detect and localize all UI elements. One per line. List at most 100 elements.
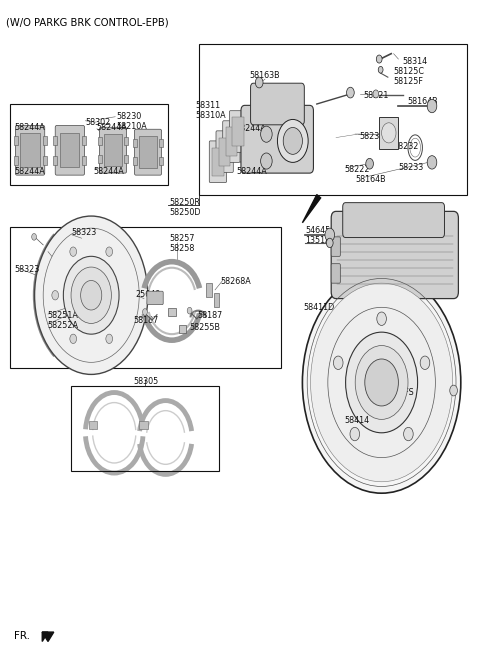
Bar xyxy=(104,134,122,166)
Text: 58222: 58222 xyxy=(345,164,370,174)
Text: 58125C: 58125C xyxy=(394,67,425,76)
Circle shape xyxy=(365,359,398,406)
Bar xyxy=(43,156,47,164)
Bar xyxy=(83,156,86,164)
Text: 58250D: 58250D xyxy=(169,208,201,217)
FancyBboxPatch shape xyxy=(216,131,233,172)
Bar xyxy=(71,386,219,471)
Circle shape xyxy=(302,272,461,493)
Circle shape xyxy=(81,280,102,310)
Text: FR.: FR. xyxy=(14,631,30,641)
Circle shape xyxy=(373,90,379,98)
Text: 58221: 58221 xyxy=(364,91,389,101)
Bar xyxy=(226,127,237,156)
Text: 58244A: 58244A xyxy=(236,166,267,176)
FancyBboxPatch shape xyxy=(251,83,304,125)
Circle shape xyxy=(450,385,457,396)
Bar xyxy=(212,148,224,176)
Circle shape xyxy=(283,127,302,154)
Text: 58250R: 58250R xyxy=(169,198,200,207)
Text: 58244A: 58244A xyxy=(14,123,45,132)
Text: 58411D: 58411D xyxy=(303,303,335,312)
FancyBboxPatch shape xyxy=(331,237,340,256)
Text: 58257: 58257 xyxy=(169,234,194,243)
Text: 1351AA: 1351AA xyxy=(305,236,336,245)
Circle shape xyxy=(420,356,430,370)
Text: 58164B: 58164B xyxy=(355,174,386,184)
Polygon shape xyxy=(42,632,48,641)
Bar xyxy=(133,158,137,165)
FancyBboxPatch shape xyxy=(331,211,458,299)
Circle shape xyxy=(366,158,373,169)
Circle shape xyxy=(350,427,360,441)
Bar xyxy=(232,117,244,146)
Circle shape xyxy=(71,267,111,323)
FancyBboxPatch shape xyxy=(331,264,340,283)
Bar xyxy=(43,136,47,145)
Circle shape xyxy=(106,247,112,256)
Circle shape xyxy=(106,334,112,344)
Bar xyxy=(379,117,398,149)
FancyBboxPatch shape xyxy=(99,127,127,173)
Circle shape xyxy=(325,228,335,242)
Bar xyxy=(98,156,102,163)
Circle shape xyxy=(311,283,453,482)
Bar xyxy=(139,136,157,168)
FancyBboxPatch shape xyxy=(55,125,84,175)
Text: 58163B: 58163B xyxy=(250,71,280,81)
Text: 58244A: 58244A xyxy=(94,166,124,176)
Circle shape xyxy=(377,312,386,325)
Circle shape xyxy=(334,356,343,370)
Circle shape xyxy=(32,234,36,240)
Text: 58233: 58233 xyxy=(398,163,424,172)
Circle shape xyxy=(70,247,77,256)
Bar xyxy=(139,421,148,429)
Bar xyxy=(219,138,230,166)
Bar xyxy=(60,133,80,168)
FancyBboxPatch shape xyxy=(134,130,162,175)
Text: 58251A: 58251A xyxy=(47,311,78,320)
Circle shape xyxy=(404,427,413,441)
FancyBboxPatch shape xyxy=(147,291,163,305)
Text: 58244A: 58244A xyxy=(96,123,127,132)
Circle shape xyxy=(187,307,192,314)
Bar xyxy=(124,137,128,145)
Circle shape xyxy=(347,87,354,98)
Text: 58310A: 58310A xyxy=(196,111,227,120)
Circle shape xyxy=(355,346,408,419)
Text: 58258: 58258 xyxy=(169,244,194,253)
Circle shape xyxy=(326,238,333,248)
Text: 58255B: 58255B xyxy=(190,323,221,332)
Bar xyxy=(10,227,281,368)
Text: 58244A: 58244A xyxy=(14,166,45,176)
Text: 58232: 58232 xyxy=(394,142,419,151)
Text: 58252A: 58252A xyxy=(47,321,78,330)
Text: 54645: 54645 xyxy=(305,225,331,235)
Text: 58230: 58230 xyxy=(117,112,142,121)
Bar xyxy=(168,308,176,316)
Circle shape xyxy=(382,123,396,143)
Text: 58268A: 58268A xyxy=(221,277,252,287)
Text: 58323: 58323 xyxy=(14,265,40,274)
Text: 1220FS: 1220FS xyxy=(384,388,414,397)
Bar xyxy=(124,156,128,163)
Circle shape xyxy=(261,126,272,142)
Polygon shape xyxy=(42,632,54,641)
Circle shape xyxy=(52,291,59,300)
Text: 25649: 25649 xyxy=(135,290,161,299)
Text: 58414: 58414 xyxy=(345,416,370,425)
Circle shape xyxy=(346,332,418,433)
Bar xyxy=(13,156,18,164)
Circle shape xyxy=(261,153,272,169)
Circle shape xyxy=(143,309,147,315)
Polygon shape xyxy=(302,195,321,223)
Circle shape xyxy=(376,55,382,63)
Text: 58244A: 58244A xyxy=(235,124,266,134)
Text: (W/O PARKG BRK CONTROL-EPB): (W/O PARKG BRK CONTROL-EPB) xyxy=(6,18,168,28)
Text: 58305: 58305 xyxy=(133,376,159,386)
Bar xyxy=(179,325,186,333)
Circle shape xyxy=(378,66,383,73)
Bar xyxy=(53,156,58,164)
Bar xyxy=(89,421,97,429)
Text: 58210A: 58210A xyxy=(117,122,147,132)
